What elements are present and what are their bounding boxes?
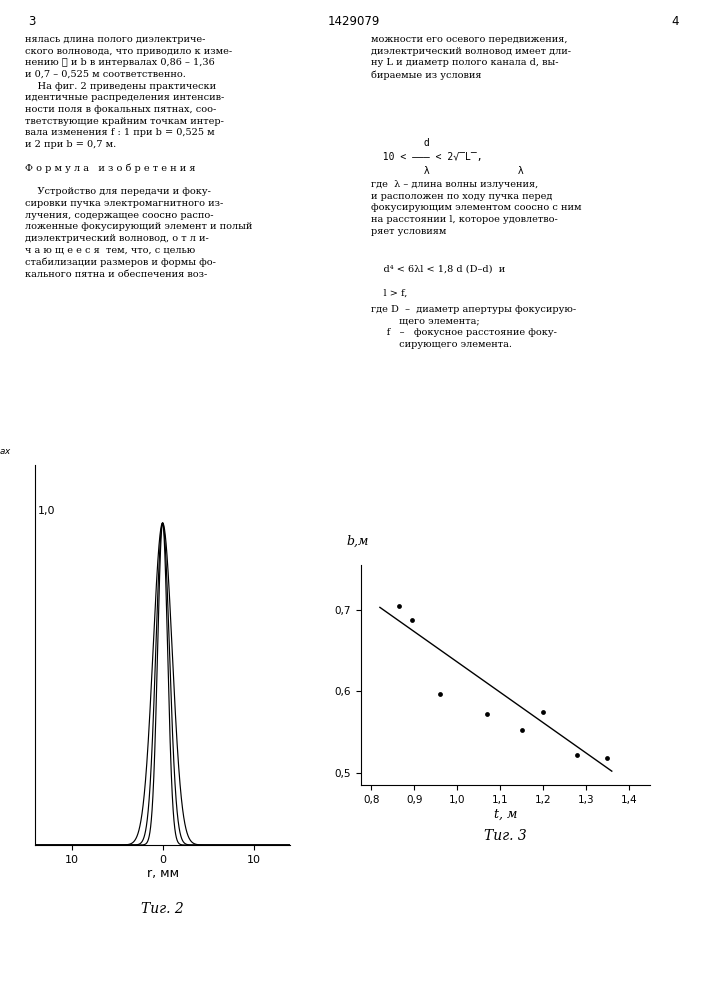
Text: 3: 3	[28, 15, 35, 28]
Text: 4: 4	[671, 15, 679, 28]
Text: где D  –  диаметр апертуры фокусирую-
         щего элемента;
     f   –   фокус: где D – диаметр апертуры фокусирую- щего…	[371, 305, 576, 349]
Text: b,м: b,м	[346, 534, 368, 547]
Point	[537, 704, 549, 720]
Point	[407, 612, 418, 628]
Point	[516, 722, 527, 738]
Text: 1429079: 1429079	[327, 15, 380, 28]
Text: Τиг. 3: Τиг. 3	[484, 829, 527, 843]
Text: можности его осевого передвижения,
диэлектрический волновод имеет дли-
ну L и ди: можности его осевого передвижения, диэле…	[371, 35, 571, 80]
X-axis label: r, мм: r, мм	[146, 867, 179, 880]
X-axis label: t, м: t, м	[493, 808, 518, 820]
Point	[602, 750, 613, 766]
Point	[481, 706, 493, 722]
Point	[434, 686, 445, 702]
Text: Τиг. 2: Τиг. 2	[141, 902, 184, 916]
Text: d
  10 < ——— < 2√‾L‾,
         λ               λ: d 10 < ——— < 2√‾L‾, λ λ	[371, 138, 524, 176]
Point	[394, 598, 405, 614]
Text: 1,0: 1,0	[38, 506, 55, 516]
Text: нялась длина полого диэлектриче-
ского волновода, что приводило к изме-
нению ℓ : нялась длина полого диэлектриче- ского в…	[25, 35, 252, 279]
Point	[572, 747, 583, 763]
Text: d⁴ < 6λl < 1,8 d (D–d)  и

    l > f,: d⁴ < 6λl < 1,8 d (D–d) и l > f,	[371, 265, 506, 297]
Text: где  λ – длина волны излучения,
и расположен по ходу пучка перед
фокусирующим эл: где λ – длина волны излучения, и располо…	[371, 180, 582, 236]
Text: $I/I_{max}$: $I/I_{max}$	[0, 442, 12, 457]
